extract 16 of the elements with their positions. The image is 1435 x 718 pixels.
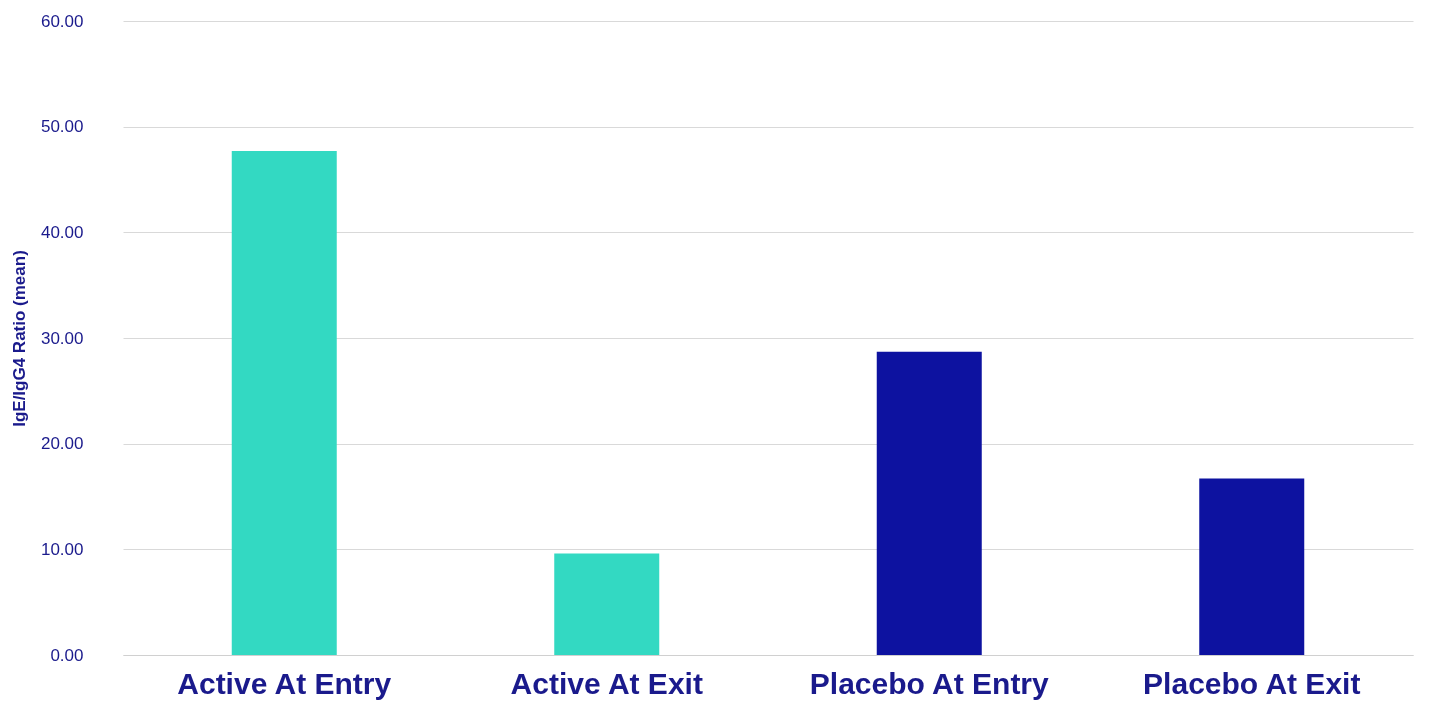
bar <box>1199 478 1305 655</box>
y-tick-label: 20.00 <box>40 434 84 454</box>
y-axis-title: IgE/IgG4 Ratio (mean) <box>9 250 29 427</box>
x-tick-label: Active At Entry <box>177 666 392 700</box>
y-tick-label: 0.00 <box>50 645 84 665</box>
bar <box>231 150 337 655</box>
y-tick-label: 10.00 <box>40 539 84 559</box>
x-tick-label: Active At Exit <box>510 666 703 700</box>
y-tick-label: 60.00 <box>40 11 84 31</box>
y-tick-label: 30.00 <box>40 328 84 348</box>
bar <box>554 553 660 655</box>
y-tick-label: 40.00 <box>40 222 84 242</box>
x-tick-label: Placebo At Exit <box>1143 666 1361 700</box>
bar <box>876 351 982 655</box>
y-tick-label: 50.00 <box>40 117 84 137</box>
x-tick-label: Placebo At Entry <box>809 666 1050 700</box>
